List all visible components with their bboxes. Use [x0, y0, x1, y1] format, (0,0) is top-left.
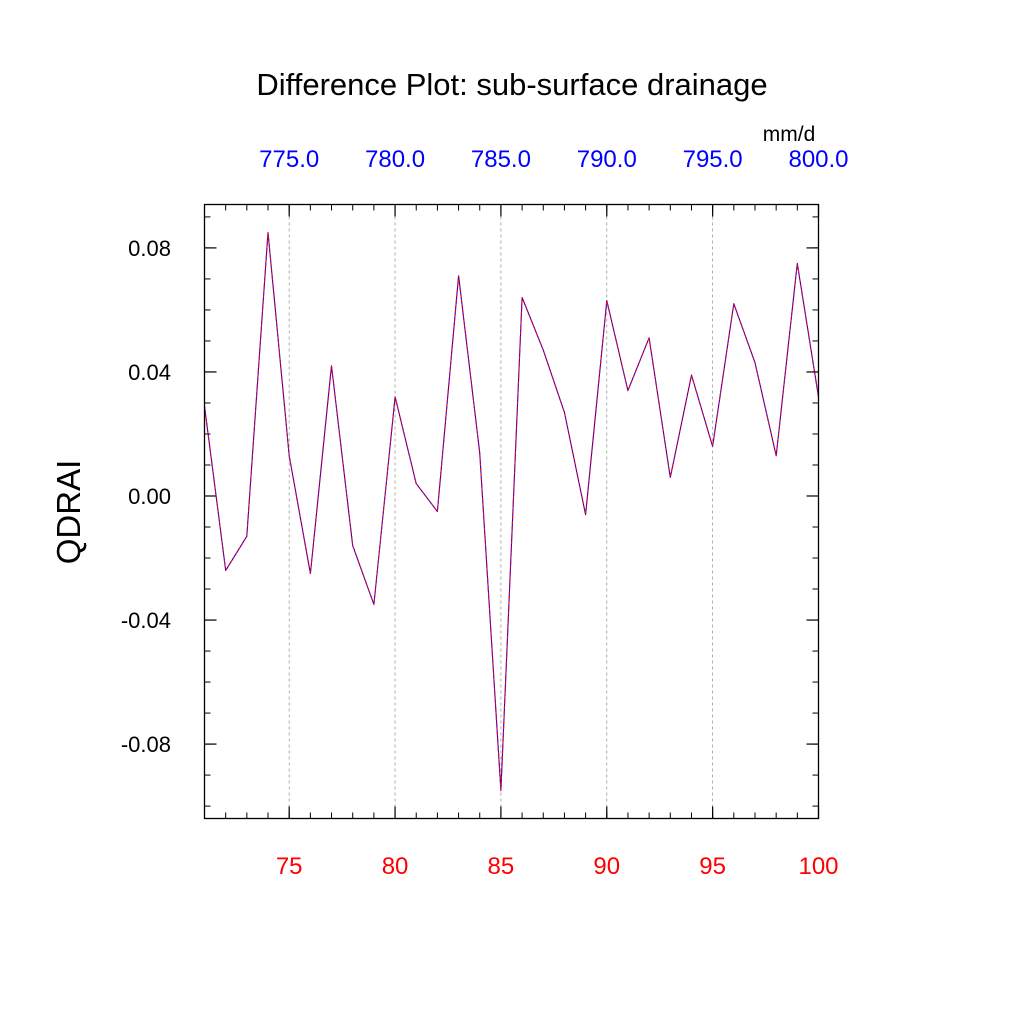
units-label: mm/d	[763, 123, 816, 146]
chart-title: Difference Plot: sub-surface drainage	[256, 67, 767, 102]
series-line-blue	[203, 231, 820, 792]
x-tick-label-bottom: 95	[699, 853, 726, 880]
x-tick-label-top: 800.0	[788, 146, 848, 173]
data-series	[203, 231, 820, 792]
plot-frame	[203, 203, 820, 820]
x-tick-labels-bottom: 75 80 85 90 95 100	[276, 853, 839, 880]
series-line-red	[203, 231, 820, 792]
y-axis-label: QDRAI	[50, 460, 87, 565]
grid-lines	[288, 204, 714, 819]
x-tick-label-top: 785.0	[471, 146, 531, 173]
minor-ticks	[204, 204, 819, 819]
x-tick-label-top: 795.0	[683, 146, 743, 173]
x-tick-label-bottom: 80	[382, 853, 409, 880]
y-tick-label: -0.04	[121, 608, 171, 633]
x-tick-label-top: 790.0	[577, 146, 637, 173]
y-tick-label: -0.08	[121, 732, 171, 757]
x-tick-label-bottom: 100	[798, 853, 838, 880]
y-tick-label: 0.04	[128, 360, 171, 385]
major-ticks	[204, 204, 820, 819]
y-tick-label: 0.08	[128, 236, 171, 261]
x-tick-label-bottom: 75	[276, 853, 303, 880]
x-tick-label-bottom: 90	[593, 853, 620, 880]
y-tick-label: 0.00	[128, 484, 171, 509]
x-tick-label-top: 780.0	[365, 146, 425, 173]
x-tick-label-bottom: 85	[488, 853, 515, 880]
x-tick-labels-top: 775.0 780.0 785.0 790.0 795.0 800.0	[259, 146, 848, 173]
y-tick-labels: 0.08 0.04 0.00 -0.04 -0.08	[121, 236, 171, 757]
x-tick-label-top: 775.0	[259, 146, 319, 173]
